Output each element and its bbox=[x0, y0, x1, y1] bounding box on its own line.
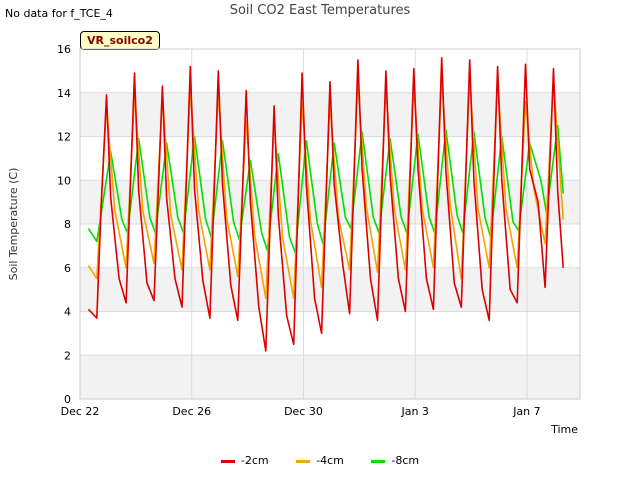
legend-label-8cm: -8cm bbox=[391, 454, 420, 467]
y-tick-label: 10 bbox=[57, 174, 71, 187]
legend-label-4cm: -4cm bbox=[316, 454, 344, 467]
series-line-minus-8cm bbox=[87, 124, 564, 254]
y-tick-label: 0 bbox=[64, 393, 71, 406]
plot-band bbox=[80, 267, 580, 312]
no-data-note: No data for f_TCE_4 bbox=[5, 7, 113, 20]
x-tick-label: Jan 3 bbox=[400, 405, 428, 418]
x-axis-label: Time bbox=[550, 423, 578, 436]
legend: -2cm -4cm -8cm bbox=[0, 454, 640, 467]
legend-swatch-4cm bbox=[296, 459, 311, 463]
y-tick-label: 16 bbox=[57, 43, 71, 56]
site-badge: VR_soilco2 bbox=[80, 31, 160, 50]
chart-title: Soil CO2 East Temperatures bbox=[229, 3, 411, 18]
legend-label-2cm: -2cm bbox=[240, 454, 269, 467]
legend-item-4cm[interactable]: -4cm bbox=[296, 454, 344, 467]
series-line-minus-2cm bbox=[87, 56, 564, 352]
x-tick-label: Dec 26 bbox=[172, 405, 211, 418]
x-tick-label: Dec 30 bbox=[284, 405, 323, 418]
plot-band bbox=[80, 355, 580, 399]
legend-item-8cm[interactable]: -8cm bbox=[371, 454, 419, 467]
legend-item-2cm[interactable]: -2cm bbox=[220, 454, 269, 467]
y-tick-label: 2 bbox=[64, 349, 71, 362]
x-tick-label: Dec 22 bbox=[61, 405, 100, 418]
y-tick-label: 12 bbox=[57, 131, 71, 144]
y-tick-label: 6 bbox=[64, 262, 71, 275]
y-tick-label: 4 bbox=[64, 306, 71, 319]
y-tick-label: 8 bbox=[64, 218, 71, 231]
x-tick-label: Jan 7 bbox=[512, 405, 540, 418]
legend-swatch-8cm bbox=[371, 459, 386, 463]
plot-frame bbox=[79, 48, 581, 400]
y-axis-label: Soil Temperature (C) bbox=[7, 168, 20, 281]
y-tick-label: 14 bbox=[57, 87, 71, 100]
legend-swatch-2cm bbox=[220, 459, 235, 463]
